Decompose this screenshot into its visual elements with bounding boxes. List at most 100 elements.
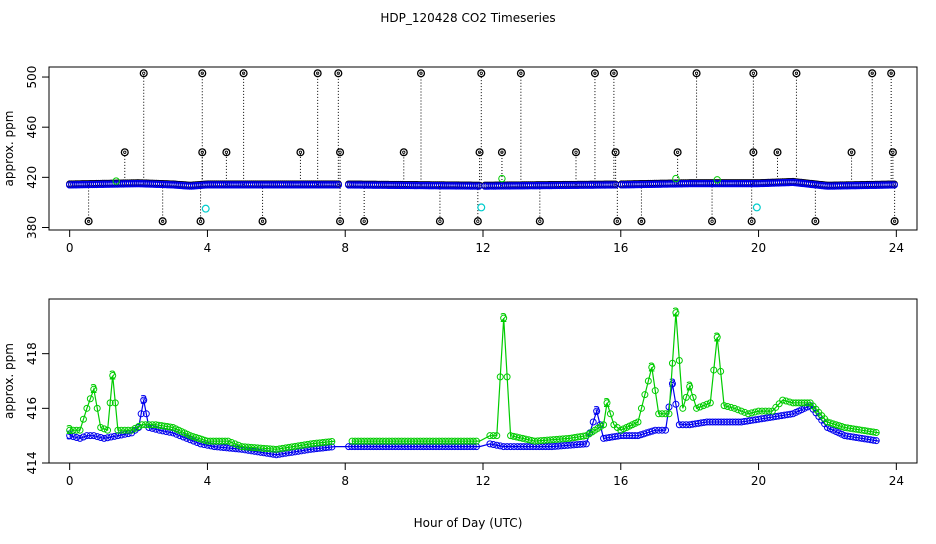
outlier-point <box>158 217 167 226</box>
outlier-core <box>710 219 714 223</box>
outlier-core <box>813 219 817 223</box>
outlier-core <box>519 71 523 75</box>
series-marker-2 <box>744 410 752 418</box>
series-marker-2 <box>131 424 139 432</box>
outlier-core <box>574 150 578 154</box>
outlier-core <box>614 150 618 154</box>
x-tick-label: 4 <box>204 474 212 488</box>
series-marker-3 <box>489 441 497 449</box>
series-marker-3 <box>325 443 333 451</box>
avg-point <box>888 181 896 189</box>
outlier-point <box>637 217 646 226</box>
series-marker-2 <box>97 423 105 431</box>
x-tick-label: 8 <box>341 474 349 488</box>
series-marker-2 <box>768 407 776 415</box>
series-marker-2 <box>86 395 94 403</box>
outlier-core <box>316 71 320 75</box>
outlier-core <box>870 71 874 75</box>
series-marker-2 <box>603 399 611 407</box>
outlier-point <box>692 69 701 78</box>
outlier-core <box>694 71 699 75</box>
cyan-point <box>477 203 486 212</box>
series-marker-2 <box>703 400 711 408</box>
outlier-core <box>751 71 755 75</box>
outlier-core <box>500 150 504 154</box>
outlier-core <box>419 71 423 75</box>
outlier-point <box>609 69 618 78</box>
x-tick-label: 20 <box>751 241 766 255</box>
series-marker-2 <box>469 437 477 445</box>
series-marker-2 <box>734 406 742 414</box>
series-marker-3 <box>869 436 877 444</box>
series-marker-3 <box>73 433 81 441</box>
series-marker-2 <box>141 421 149 429</box>
outlier-point <box>435 217 444 226</box>
series-marker-3 <box>137 410 145 418</box>
series-marker-2 <box>114 426 122 434</box>
series-marker-3 <box>469 443 477 451</box>
series-marker-2 <box>710 366 718 374</box>
series-marker-2 <box>493 432 501 440</box>
avg-point <box>471 182 479 190</box>
series-marker-2 <box>231 440 239 448</box>
outlier-core <box>260 219 265 223</box>
x-tick-label: 0 <box>66 474 74 488</box>
series-marker-2 <box>135 423 143 431</box>
avg-point <box>334 181 343 189</box>
avg-point <box>609 181 617 189</box>
outlier-point <box>611 148 620 157</box>
series-marker-2 <box>782 397 790 405</box>
series-line-2 <box>352 312 880 442</box>
series-marker-2 <box>325 438 333 446</box>
avg-point <box>332 181 340 189</box>
y-tick-label: 414 <box>25 452 39 475</box>
outlier-point <box>334 69 343 78</box>
y-tick-label: 416 <box>25 397 39 420</box>
series-marker-2 <box>758 407 766 415</box>
series-marker-2 <box>111 399 119 407</box>
outlier-point <box>84 217 93 226</box>
series-marker-2 <box>803 399 811 407</box>
series-marker-2 <box>751 408 759 416</box>
cyan-point <box>752 203 761 212</box>
outlier-point <box>497 148 506 157</box>
series-marker-3 <box>500 443 508 451</box>
series-marker-2 <box>634 418 642 426</box>
outlier-point <box>473 217 482 226</box>
x-tick-label: 24 <box>889 474 904 488</box>
series-marker-2 <box>124 426 132 434</box>
series-marker-2 <box>651 387 659 395</box>
series-marker-3 <box>496 442 504 450</box>
outlier-point <box>888 148 897 157</box>
outlier-point <box>336 217 345 226</box>
outlier-core <box>200 150 204 154</box>
alt-point <box>112 177 120 185</box>
series-marker-3 <box>658 426 666 434</box>
series-marker-2 <box>100 425 108 433</box>
outlier-point <box>535 217 544 226</box>
series-marker-2 <box>655 410 663 418</box>
outlier-point <box>590 69 599 78</box>
series-marker-2 <box>496 373 504 381</box>
outlier-point <box>258 217 267 226</box>
series-marker-2 <box>682 393 690 401</box>
outlier-core <box>161 219 165 223</box>
series-marker-2 <box>644 377 652 385</box>
series-marker-2 <box>221 437 229 445</box>
series-marker-2 <box>668 359 676 367</box>
series-marker-3 <box>121 430 129 438</box>
y-tick-label: 418 <box>25 342 39 365</box>
outlier-core <box>338 150 342 154</box>
series-marker-3 <box>503 443 511 451</box>
outlier-point <box>239 69 248 78</box>
series-marker-2 <box>648 363 656 371</box>
x-tick-label: 8 <box>341 241 349 255</box>
series-marker-2 <box>121 426 129 434</box>
series-label-3: 3 <box>669 377 677 391</box>
outlier-core <box>362 219 366 223</box>
outlier-core <box>676 150 680 154</box>
series-marker-3 <box>472 443 480 451</box>
series-label-2: 2 <box>90 382 98 396</box>
